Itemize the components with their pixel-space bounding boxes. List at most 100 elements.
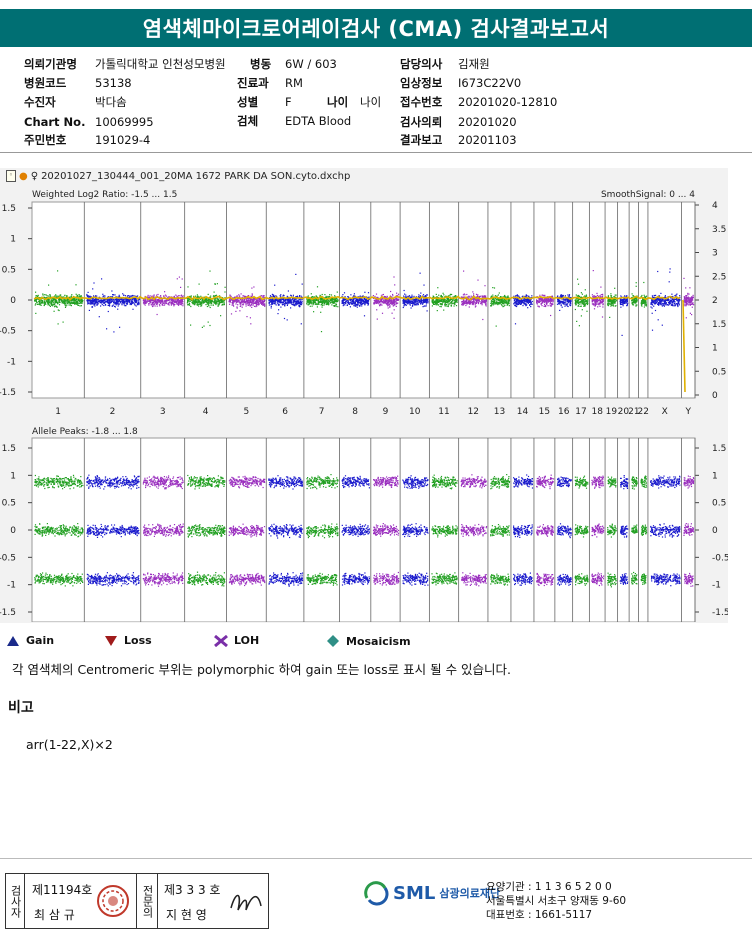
top-right-tick: 2 [712,296,718,306]
log2-point [148,296,150,298]
allele-point [169,525,171,527]
bottom-right-tick: 0 [712,526,718,536]
allele-point [202,530,204,533]
log2-point [146,301,148,303]
allele-point [72,576,74,578]
allele-point [209,575,212,577]
allele-point [189,479,191,481]
allele-point [160,482,162,484]
allele-point [169,577,171,579]
allele-point [212,578,214,580]
allele-point [213,529,215,532]
allele-point [93,481,96,483]
allele-point [88,486,90,488]
allele-point [58,478,60,480]
allele-point [79,483,82,485]
allele-point [101,484,103,486]
allele-point [166,579,168,581]
log2-point [127,300,129,302]
allele-point [70,578,72,580]
log2-point [77,303,79,305]
allele-point [104,478,106,480]
log2-point [114,302,117,304]
allele-point [90,532,92,534]
allele-point [104,576,106,578]
allele-point [147,527,149,529]
allele-point [207,478,209,480]
allele-point [200,577,202,579]
allele-point [120,585,123,587]
allele-point [61,531,63,533]
allele-point [149,486,151,488]
code-value: 53138 [95,76,132,90]
log2-point [218,299,220,301]
allele-point [190,484,192,486]
allele-point [157,532,159,534]
allele-point [224,480,226,482]
log2-point [117,301,119,303]
log2-point [164,294,167,296]
log2-point [48,304,51,306]
allele-point [131,483,133,485]
allele-point [223,585,225,587]
allele-point [215,481,217,483]
allele-point [199,528,201,530]
allele-point [182,531,184,533]
log2-point [86,300,88,302]
log2-point [87,301,89,303]
allele-point [187,536,189,538]
allele-point [46,479,48,481]
allele-point [207,574,210,576]
request-value: 20201020 [458,115,517,129]
bottom-right-tick: -1.5 [712,608,728,618]
log2-point [92,300,95,302]
allele-point [104,476,106,478]
allele-point [88,527,90,529]
allele-point [204,482,206,484]
allele-point [34,582,36,584]
log2-point [126,296,128,298]
allele-point [71,572,73,575]
allele-point [128,484,130,486]
allele-point [147,573,149,575]
log2-point [170,301,173,304]
allele-point [62,532,64,534]
allele-point [176,527,178,529]
allele-point [75,530,78,532]
allele-point [128,576,130,578]
allele-point [75,527,77,529]
allele-point [38,482,40,484]
allele-point [81,533,83,535]
log2-point [208,302,210,304]
allele-point [60,525,62,527]
allele-point [170,484,172,486]
log2-point [189,296,191,298]
allele-point [51,582,53,584]
allele-point [196,485,198,487]
log2-point [89,301,92,303]
allele-point [67,484,69,486]
log2-point [87,291,89,293]
allele-point [151,478,153,480]
allele-point [45,534,47,536]
smooth-signal-label: SmoothSignal: 0 ... 4 [601,190,695,200]
allele-point [223,528,225,530]
allele-point [79,484,81,486]
log2-point [165,301,167,303]
allele-point [215,529,218,531]
log2-point [195,299,197,301]
log2-point [42,293,44,295]
allele-point [89,528,91,530]
allele-point [163,484,165,486]
allele-point [223,485,225,487]
bottom-left-tick: 0.5 [2,499,16,509]
allele-point [100,481,102,483]
log2-point [153,303,156,305]
log2-point [103,300,105,302]
allele-point [188,576,190,579]
allele-point [134,577,136,579]
log2-point [247,302,249,304]
allele-point [58,481,61,484]
allele-point [120,527,122,529]
log2-point [205,299,207,301]
